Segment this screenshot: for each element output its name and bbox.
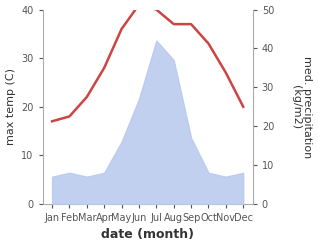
- X-axis label: date (month): date (month): [101, 228, 194, 242]
- Y-axis label: med. precipitation
(kg/m2): med. precipitation (kg/m2): [291, 56, 313, 158]
- Y-axis label: max temp (C): max temp (C): [5, 68, 16, 145]
